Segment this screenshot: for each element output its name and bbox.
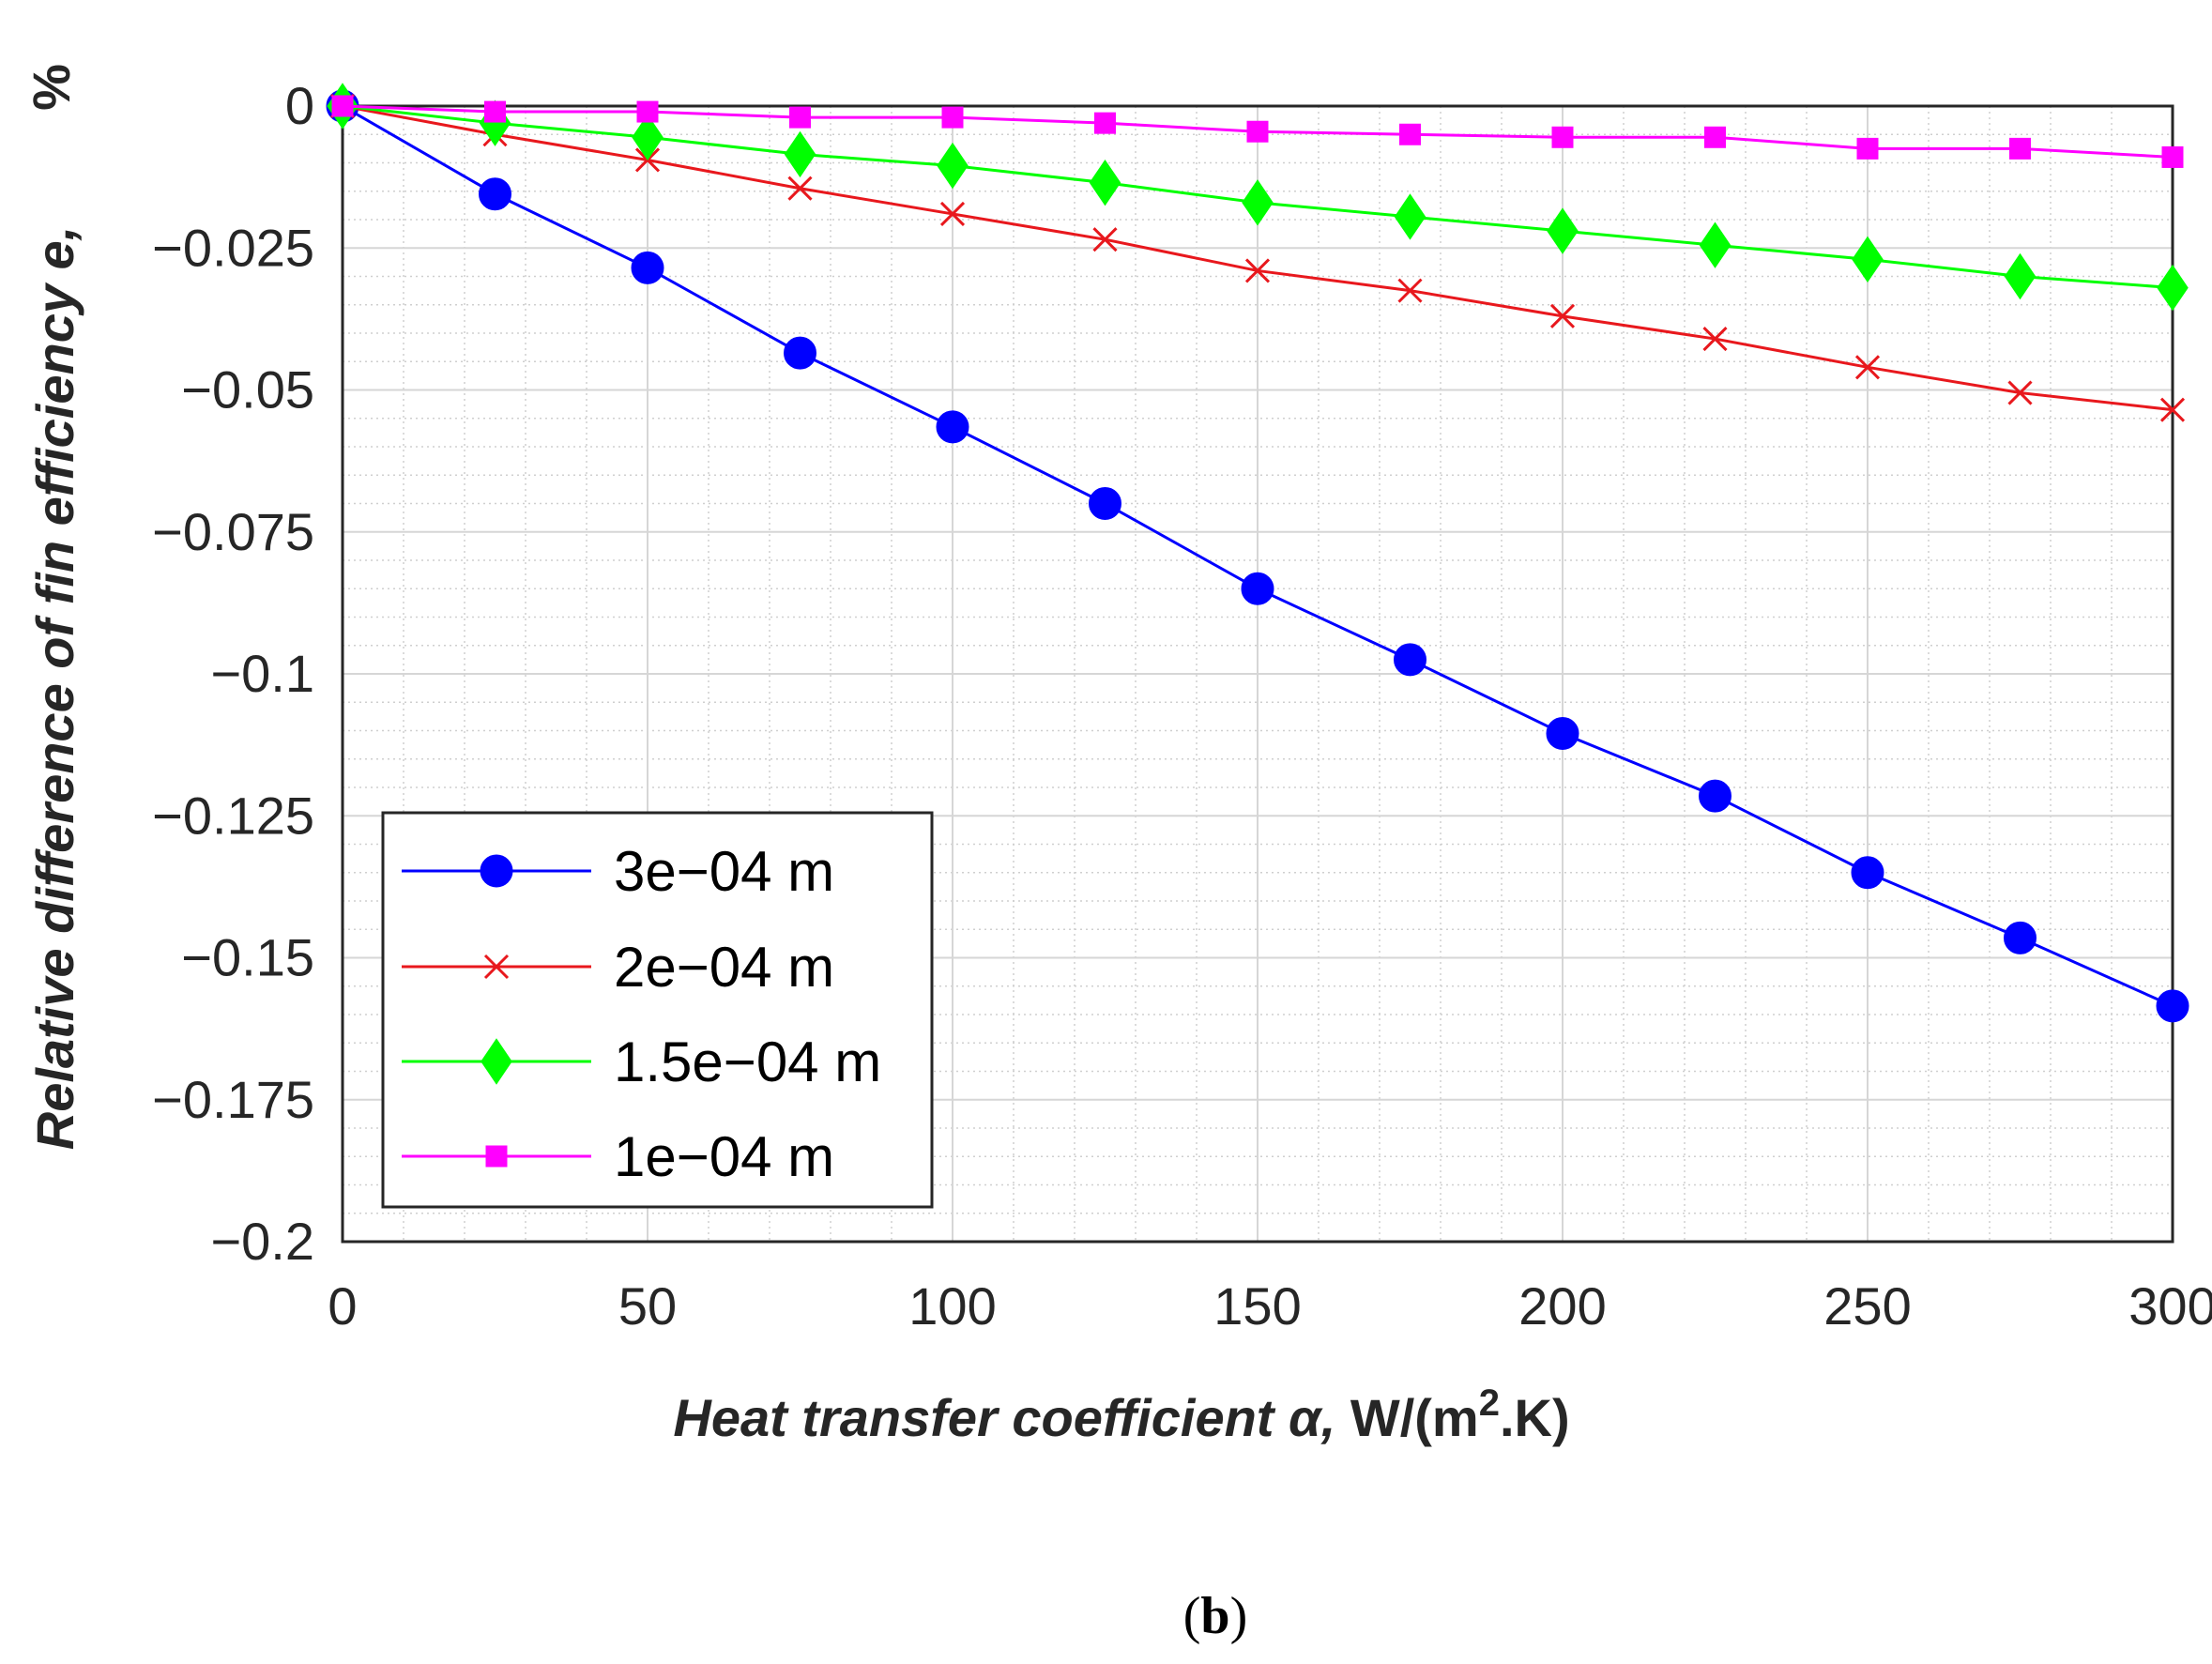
data-point (2009, 137, 2031, 160)
x-tick-label: 200 (1518, 1276, 1606, 1336)
data-point (1089, 487, 1121, 520)
data-point (1699, 779, 1731, 813)
series (326, 83, 2189, 1023)
data-point (937, 142, 969, 190)
data-point (1547, 207, 1579, 254)
x-tick-label: 300 (2128, 1276, 2212, 1336)
legend-label: 3e−04 m (614, 840, 834, 903)
y-tick-label: −0.15 (181, 928, 314, 987)
data-point (1549, 303, 1576, 328)
data-point (2161, 145, 2184, 168)
x-tick-label: 0 (328, 1276, 357, 1336)
data-point (1089, 159, 1121, 206)
data-point (789, 106, 811, 129)
legend-label: 1.5e−04 m (614, 1030, 881, 1093)
data-point (331, 95, 354, 117)
data-point (2004, 252, 2037, 300)
legend-entry: 2e−04 m (402, 936, 834, 999)
data-point (636, 100, 659, 123)
data-point (2156, 989, 2189, 1023)
legend-box (381, 811, 934, 1209)
data-point (480, 854, 513, 888)
legend-entry: 3e−04 m (402, 840, 834, 903)
data-point (1244, 258, 1271, 283)
series-1 (326, 89, 2189, 1023)
data-point (484, 100, 506, 123)
x-tick-label: 150 (1213, 1276, 1301, 1336)
data-point (481, 1038, 512, 1085)
data-point (936, 410, 969, 444)
data-point (1856, 137, 1879, 160)
data-point (1702, 326, 1728, 352)
legend-label: 2e−04 m (614, 936, 834, 999)
y-axis-title: Relative difference of fin efficiency e, (25, 226, 84, 1151)
series-3 (327, 83, 2189, 312)
x-tick-label: 100 (908, 1276, 996, 1336)
data-point (1397, 278, 1423, 303)
legend-entry: 1.5e−04 m (402, 1030, 881, 1093)
data-point (1094, 112, 1116, 134)
data-point (1699, 221, 1731, 268)
data-point (631, 251, 664, 284)
data-point (1546, 717, 1579, 751)
data-point (2159, 397, 2186, 422)
y-tick-label: −0.175 (152, 1070, 314, 1129)
data-point (1851, 856, 1884, 890)
data-point (1092, 227, 1118, 252)
figure-caption: (b) (1183, 1587, 1247, 1645)
data-point (1704, 126, 1726, 148)
y-tick-label: −0.1 (210, 644, 314, 703)
data-point (1242, 179, 1274, 226)
data-point (485, 1145, 508, 1168)
y-tick-label: −0.2 (210, 1212, 314, 1271)
data-point (632, 114, 664, 160)
data-point (784, 336, 816, 370)
data-point (2004, 921, 2037, 954)
data-point (483, 954, 510, 980)
data-point (479, 177, 511, 211)
data-point (939, 201, 966, 227)
y-tick-label: −0.05 (181, 360, 314, 420)
data-point (1246, 120, 1269, 143)
y-tick-label: 0 (285, 76, 314, 135)
x-tick-label: 50 (618, 1276, 677, 1336)
data-point (784, 130, 816, 178)
y-tick-label: −0.025 (152, 218, 314, 277)
data-point (1394, 193, 1426, 240)
y-tick-labels: 0 −0.025 −0.05 −0.075 −0.1 −0.125 −0.15 −0.175 −… (152, 76, 314, 1271)
data-point (1854, 355, 1881, 380)
legend-entry: 1e−04 m (402, 1125, 834, 1188)
data-point (1852, 236, 1884, 283)
data-point (1551, 126, 1574, 148)
y-tick-label: −0.075 (152, 502, 314, 561)
data-point (1399, 123, 1421, 145)
data-point (2007, 380, 2033, 405)
legend: 3e−04 m 2e−04 m 1.5e−04 m 1e−04 m (381, 811, 934, 1209)
legend-label: 1e−04 m (614, 1125, 834, 1188)
y-tick-label: −0.125 (152, 786, 314, 845)
y-axis-unit: % (22, 64, 81, 111)
data-point (1394, 643, 1426, 677)
x-tick-label: 250 (1823, 1276, 1911, 1336)
x-axis-title: Heat transfer coefficient α, W/(m2.K) (673, 1382, 1569, 1447)
data-point (1241, 572, 1274, 605)
plot-area (341, 104, 2174, 1244)
data-point (941, 106, 964, 129)
data-point (787, 176, 813, 201)
data-point (2157, 264, 2189, 312)
series-4 (331, 95, 2184, 168)
x-tick-labels: 0 50 100 150 200 250 300 (328, 1276, 2212, 1336)
